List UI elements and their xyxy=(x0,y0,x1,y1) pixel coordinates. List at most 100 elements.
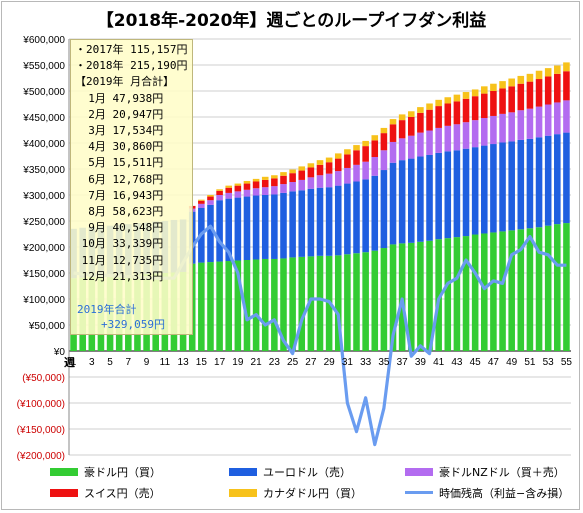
bar-segment xyxy=(325,162,333,174)
x-tick-label: 23 xyxy=(269,357,281,368)
bar-segment xyxy=(344,154,351,168)
bar-segment xyxy=(526,108,534,139)
bar-segment xyxy=(544,68,552,77)
bar-segment xyxy=(435,127,442,153)
bar-segment xyxy=(554,134,561,225)
bar-segment xyxy=(298,190,306,257)
bar-segment xyxy=(325,187,333,256)
bar-segment xyxy=(198,200,205,204)
x-tick-label: 51 xyxy=(524,357,536,368)
bar-segment xyxy=(280,192,287,259)
bar-segment xyxy=(490,144,497,233)
bar-segment xyxy=(225,185,233,188)
bar-segment xyxy=(334,185,342,256)
x-tick-label: 41 xyxy=(433,357,445,368)
bar-segment xyxy=(316,164,324,176)
summary-line: 2月 20,947円 xyxy=(75,107,164,121)
bar-segment xyxy=(544,104,552,136)
bar-segment xyxy=(426,154,433,241)
bar-segment xyxy=(234,183,242,186)
bar-segment xyxy=(398,114,406,121)
bar-segment xyxy=(417,241,424,351)
bar-segment xyxy=(462,98,470,123)
bar-segment xyxy=(462,92,470,99)
bar-segment xyxy=(563,132,570,224)
bar-segment xyxy=(426,240,433,351)
bar-segment xyxy=(517,110,525,140)
bar-segment xyxy=(198,203,205,208)
bar-segment xyxy=(471,120,479,148)
x-tick-label: 33 xyxy=(360,357,372,368)
legend-label: スイス円（売） xyxy=(84,487,161,500)
bar-segment xyxy=(389,162,397,245)
y-tick-label: (¥150,000) xyxy=(17,425,65,436)
bar-segment xyxy=(371,135,379,141)
bar-segment xyxy=(261,179,269,188)
x-tick-label: 35 xyxy=(378,357,390,368)
y-tick-label: ¥450,000 xyxy=(22,113,65,124)
legend-swatch xyxy=(405,491,433,494)
legend-label: 豪ドル円（買） xyxy=(84,466,161,479)
bar-segment xyxy=(271,178,278,187)
bar-segment xyxy=(563,71,570,101)
summary-line: 12月 21,313円 xyxy=(75,269,164,283)
bar-segment xyxy=(554,73,561,103)
bar-segment xyxy=(554,102,561,135)
x-tick-label: 25 xyxy=(287,357,299,368)
y-tick-label: ¥0 xyxy=(53,347,66,358)
bar-segment xyxy=(271,175,278,179)
bar-segment xyxy=(344,167,351,184)
yearly-summary-box: ・2017年 115,157円 ・2018年 215,190円 【2019年 月合計… xyxy=(70,39,193,335)
bar-segment xyxy=(243,196,251,260)
bar-segment xyxy=(207,262,214,351)
bar-segment xyxy=(344,254,351,351)
bar-segment xyxy=(389,119,397,125)
bar-segment xyxy=(435,106,442,128)
legend-label: 豪ドルNZドル（買＋売） xyxy=(439,466,565,479)
bar-segment xyxy=(362,252,369,351)
bar-segment xyxy=(289,169,296,174)
bar-segment xyxy=(316,187,324,256)
bar-segment xyxy=(499,142,506,232)
x-tick-label: 19 xyxy=(232,357,244,368)
y-tick-label: ¥500,000 xyxy=(22,87,65,98)
bar-segment xyxy=(508,141,515,231)
bar-segment xyxy=(435,99,442,107)
bar-segment xyxy=(462,122,470,149)
bar-segment xyxy=(462,236,470,351)
legend-swatch xyxy=(405,468,433,476)
bar-segment xyxy=(389,141,397,163)
summary-line: 11月 12,735円 xyxy=(75,253,164,267)
bar-segment xyxy=(353,181,360,254)
bar-segment xyxy=(234,197,242,261)
summary-line: ・2017年 115,157円 xyxy=(75,43,188,56)
bar-segment xyxy=(380,248,388,351)
bar-segment xyxy=(252,178,260,182)
bar-segment xyxy=(417,132,424,157)
bar-segment xyxy=(353,150,360,165)
bar-segment xyxy=(198,199,205,201)
bar-segment xyxy=(535,79,543,107)
bar-segment xyxy=(563,223,570,351)
bar-segment xyxy=(289,257,296,351)
legend-label: ユーロドル（売） xyxy=(263,466,351,479)
bar-segment xyxy=(544,76,552,105)
bar-segment xyxy=(307,163,315,168)
x-tick-label: 45 xyxy=(470,357,482,368)
bar-segment xyxy=(563,100,570,133)
bar-segment xyxy=(216,261,223,351)
summary-line: 8月 58,623円 xyxy=(75,205,164,218)
y-axis-labels: ¥600,000 ¥550,000 ¥500,000 ¥450,000 ¥400,000… xyxy=(17,35,66,462)
bar-segment xyxy=(261,187,269,195)
bar-segment xyxy=(298,256,306,351)
bar-segment xyxy=(234,185,242,192)
x-tick-label: 11 xyxy=(160,357,171,368)
bar-segment xyxy=(307,167,315,178)
y-tick-label: ¥250,000 xyxy=(22,217,65,228)
bar-segment xyxy=(554,224,561,351)
y-tick-label: (¥50,000) xyxy=(22,373,65,384)
bar-segment xyxy=(243,189,251,197)
bar-segment xyxy=(334,153,342,159)
bar-segment xyxy=(398,120,406,139)
bar-segment xyxy=(453,237,461,351)
